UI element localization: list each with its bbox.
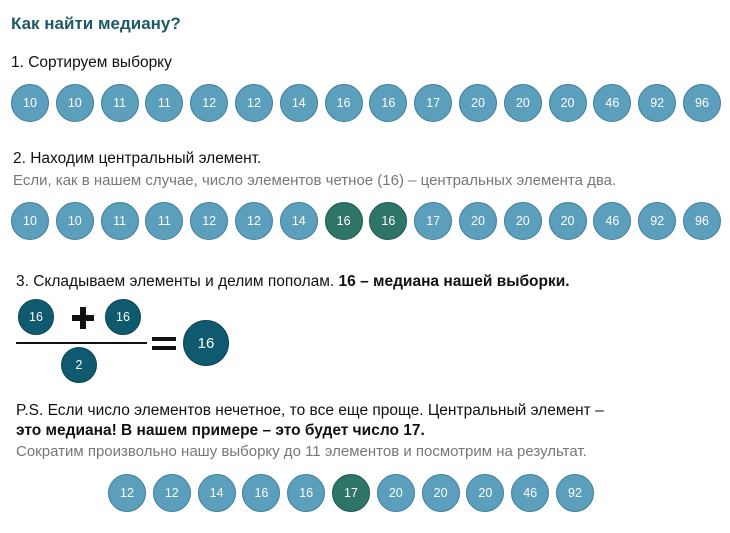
value-ball: 12 bbox=[190, 84, 229, 122]
step3-label-bold: 16 – медиана нашей выборки. bbox=[338, 273, 570, 290]
value-ball: 11 bbox=[145, 84, 184, 122]
value-ball: 20 bbox=[421, 474, 460, 512]
value-ball: 12 bbox=[152, 474, 191, 512]
formula-result: 16 bbox=[183, 320, 229, 366]
value-ball: 96 bbox=[682, 84, 721, 122]
ps-line2: это медиана! В нашем примере – это будет… bbox=[16, 422, 425, 439]
value-ball: 12 bbox=[190, 202, 229, 240]
value-ball: 16 bbox=[324, 84, 363, 122]
value-ball: 10 bbox=[55, 202, 94, 240]
value-ball: 17 bbox=[414, 84, 453, 122]
ps-line1: P.S. Если число элементов нечетное, то в… bbox=[16, 402, 604, 419]
value-ball: 16 bbox=[242, 474, 281, 512]
value-ball: 14 bbox=[197, 474, 236, 512]
value-ball: 11 bbox=[100, 202, 139, 240]
value-ball: 46 bbox=[511, 474, 550, 512]
value-ball: 10 bbox=[55, 84, 94, 122]
value-ball: 12 bbox=[234, 84, 273, 122]
step2-note: Если, как в нашем случае, число элементо… bbox=[13, 172, 617, 189]
value-ball-highlighted: 16 bbox=[324, 202, 363, 240]
value-ball: 10 bbox=[11, 84, 49, 122]
value-ball: 92 bbox=[638, 84, 677, 122]
plus-sign-icon-vertical bbox=[80, 307, 86, 329]
ps-note: Сократим произвольно нашу выборку до 11 … bbox=[16, 443, 587, 460]
fraction-line bbox=[16, 342, 147, 344]
value-ball: 20 bbox=[503, 202, 542, 240]
ps-short-row: 12 12 14 16 16 17 20 20 20 46 92 bbox=[108, 474, 601, 512]
value-ball: 20 bbox=[466, 474, 505, 512]
value-ball: 16 bbox=[287, 474, 326, 512]
value-ball: 92 bbox=[638, 202, 677, 240]
value-ball: 17 bbox=[414, 202, 453, 240]
step2-label: 2. Находим центральный элемент. bbox=[13, 150, 262, 167]
formula-addend-b: 16 bbox=[105, 299, 141, 335]
value-ball: 11 bbox=[145, 202, 184, 240]
page-title: Как найти медиану? bbox=[11, 14, 181, 33]
step1-label: 1. Сортируем выборку bbox=[11, 54, 172, 71]
value-ball: 96 bbox=[682, 202, 721, 240]
value-ball: 92 bbox=[555, 474, 594, 512]
value-ball: 16 bbox=[369, 84, 408, 122]
value-ball: 20 bbox=[548, 202, 587, 240]
value-ball: 46 bbox=[593, 202, 632, 240]
value-ball: 14 bbox=[279, 84, 318, 122]
step2-row: 10 10 11 11 12 12 14 16 16 17 20 20 20 46 92 96 bbox=[11, 202, 728, 240]
equals-sign-icon-bottom bbox=[152, 346, 176, 350]
value-ball: 12 bbox=[234, 202, 273, 240]
value-ball: 20 bbox=[503, 84, 542, 122]
value-ball-highlighted: 17 bbox=[331, 474, 370, 512]
step3-label-plain: 3. Складываем элементы и делим пополам. bbox=[16, 273, 339, 290]
value-ball: 11 bbox=[100, 84, 139, 122]
value-ball: 10 bbox=[11, 202, 49, 240]
value-ball: 20 bbox=[458, 202, 497, 240]
value-ball: 20 bbox=[548, 84, 587, 122]
formula-divisor: 2 bbox=[61, 347, 97, 383]
step3-label: 3. Складываем элементы и делим пополам. … bbox=[16, 273, 570, 291]
value-ball: 14 bbox=[279, 202, 318, 240]
value-ball: 20 bbox=[376, 474, 415, 512]
value-ball: 20 bbox=[458, 84, 497, 122]
equals-sign-icon-top bbox=[152, 337, 176, 341]
formula-addend-a: 16 bbox=[18, 299, 54, 335]
value-ball: 12 bbox=[108, 474, 146, 512]
value-ball-highlighted: 16 bbox=[369, 202, 408, 240]
value-ball: 46 bbox=[593, 84, 632, 122]
step1-sorted-row: 10 10 11 11 12 12 14 16 16 17 20 20 20 46 92 96 bbox=[11, 84, 728, 122]
